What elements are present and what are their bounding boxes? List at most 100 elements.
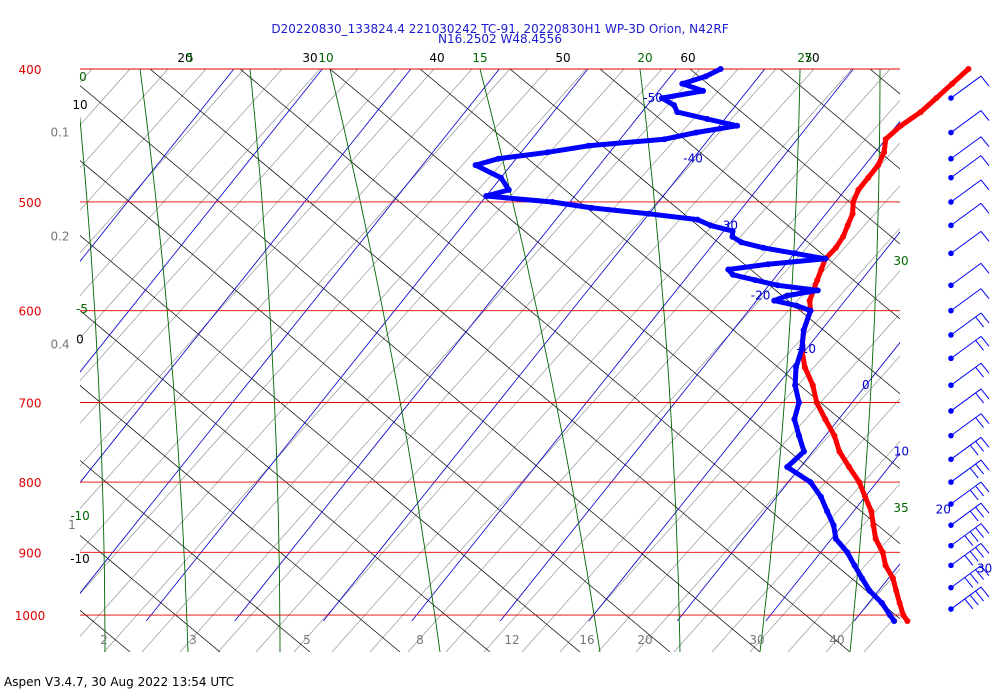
- dewpoint-profile-point: [585, 142, 592, 149]
- dewpoint-profile-point: [851, 562, 858, 569]
- moist-adiabat-line: [80, 69, 321, 339]
- isotherm-line: [676, 341, 900, 622]
- moist-adiabat-line: [80, 69, 131, 126]
- moist-adiabat-line: [331, 69, 853, 652]
- bottom-axis-label: 12: [504, 633, 519, 647]
- pressure-tick-label: 400: [19, 63, 42, 77]
- wind-barb-feather: [975, 527, 984, 538]
- wind-barb-staff: [950, 362, 982, 386]
- dewpoint-profile-point: [734, 122, 741, 129]
- wind-barb-feather: [980, 336, 990, 347]
- dewpoint-profile-point: [771, 297, 778, 304]
- temperature-profile-point: [849, 210, 856, 217]
- wind-barb-feather: [980, 75, 990, 87]
- isotherm-line: [588, 231, 900, 622]
- wind-barb-feather: [969, 510, 979, 522]
- wind-barb-staff: [950, 502, 982, 526]
- dewpoint-profile-point: [887, 612, 893, 619]
- isotherm-label: 20: [936, 503, 951, 517]
- mixing-ratio-top-label: 10: [318, 51, 333, 65]
- dewpoint-profile-point: [483, 193, 490, 199]
- chart-title-line-2: N16.2502 W48.4556: [438, 32, 562, 46]
- potential-temp-label: 50: [555, 51, 570, 65]
- wind-barb-feather: [964, 577, 974, 588]
- pressure-tick-label: 900: [19, 546, 42, 560]
- dry-adiabat-line: [599, 69, 900, 320]
- wind-barb-feather: [980, 388, 990, 400]
- temperature-profile-point: [840, 233, 847, 240]
- dry-adiabat-line: [80, 310, 491, 652]
- dewpoint-profile-point: [544, 149, 551, 156]
- plot-area: [80, 69, 900, 652]
- mixing-ratio-right-label: 30: [893, 254, 908, 268]
- mixing-ratio-top-label: 25: [797, 51, 812, 65]
- isotherm-line: [411, 69, 854, 622]
- dewpoint-profile-point: [801, 448, 807, 455]
- moist-adiabat-line: [141, 69, 663, 652]
- wind-barb-staff: [950, 202, 982, 226]
- wind-barb-feather: [980, 523, 990, 534]
- moist-adiabat-line: [80, 69, 245, 254]
- temperature-profile-point: [897, 122, 904, 129]
- dry-adiabat-line: [149, 69, 851, 652]
- wind-barb-staff: [950, 586, 982, 610]
- temperature-profile-point: [900, 612, 907, 619]
- dewpoint-profile-point: [729, 271, 736, 278]
- dry-adiabat-line: [80, 459, 311, 652]
- dewpoint-profile-point: [807, 307, 814, 314]
- wind-barb-feather: [980, 179, 990, 191]
- left-axis-label: 1: [68, 518, 76, 532]
- wind-barb-feather: [980, 203, 990, 214]
- wind-barb-staff: [950, 459, 982, 483]
- wind-barb-feather: [964, 535, 974, 546]
- temperature-profile-point: [832, 244, 839, 251]
- dewpoint-profile-point: [671, 102, 677, 109]
- dewpoint-profile-point: [891, 618, 898, 624]
- dry-adiabat-line: [329, 69, 900, 545]
- dewpoint-profile-point: [717, 66, 724, 72]
- dewpoint-profile-point: [792, 382, 799, 389]
- dewpoint-profile-point: [844, 549, 851, 556]
- wind-barb-feather: [980, 136, 990, 148]
- pressure-tick-label: 500: [19, 196, 42, 210]
- moist-adiabat-line: [673, 398, 900, 652]
- dewpoint-profile-point: [807, 479, 814, 486]
- wind-barb-feather: [975, 569, 984, 580]
- dewpoint-profile-point: [760, 244, 767, 251]
- moist-adiabat-line: [597, 312, 900, 652]
- dewpoint-profile-point: [800, 327, 807, 334]
- temperature-profile-point: [965, 66, 972, 72]
- dewpoint-profile-point: [878, 600, 885, 606]
- dewpoint-profile-point: [798, 346, 805, 353]
- wind-barb-staff: [950, 436, 982, 460]
- temperature-profile-point: [855, 186, 862, 193]
- dry-adiabat-line: [80, 235, 581, 652]
- wind-barb-feather: [980, 413, 990, 424]
- temperature-profile-point: [862, 493, 869, 500]
- mixing-ratio-top-label: 20: [637, 51, 652, 65]
- dewpoint-profile-point: [702, 73, 709, 80]
- mixing-ratio-curve: [329, 69, 441, 652]
- moist-adiabat-line: [749, 483, 900, 652]
- dewpoint-profile-point: [791, 416, 798, 423]
- wind-barb-feather: [980, 543, 990, 554]
- wind-barb-staff: [950, 565, 982, 589]
- moist-adiabat-line: [80, 69, 587, 637]
- dewpoint-profile-point: [704, 116, 711, 122]
- wind-barb-feather: [964, 598, 974, 610]
- bottom-axis-label: 5: [303, 633, 311, 647]
- wind-barb-staff: [950, 312, 982, 336]
- moist-adiabat-line: [293, 69, 815, 652]
- bottom-axis-label: 40: [829, 633, 844, 647]
- wind-barb-feather: [975, 339, 984, 351]
- wind-barb-staff: [950, 288, 982, 312]
- moist-adiabat-line: [255, 69, 777, 652]
- wind-barb-staff: [950, 179, 982, 203]
- wind-barb-feather: [969, 550, 979, 562]
- temperature-profile-point: [818, 266, 825, 273]
- temperature-profile-point: [809, 382, 816, 389]
- left-axis-label: 0.4: [50, 337, 69, 351]
- dewpoint-profile-point: [830, 522, 837, 529]
- dewpoint-profile-point: [774, 282, 781, 289]
- dewpoint-profile-point: [793, 302, 800, 309]
